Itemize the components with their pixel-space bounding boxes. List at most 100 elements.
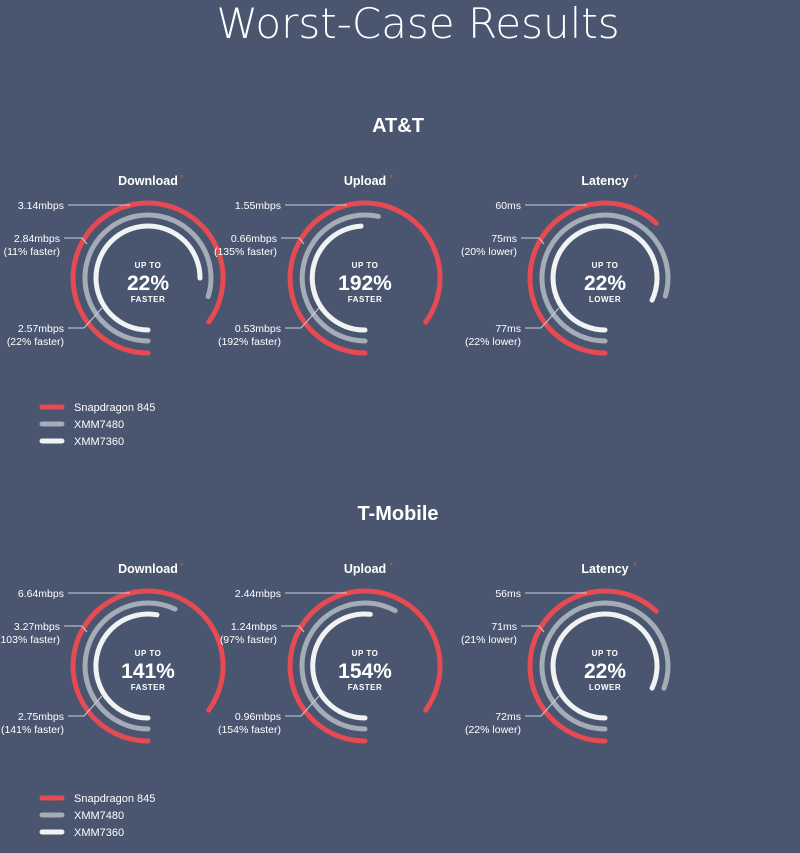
- arc-xmm7360: [550, 611, 660, 721]
- arc-snapdragon-845: [287, 588, 443, 744]
- legend-label-xmm7480: XMM7480: [74, 810, 124, 822]
- data-label-snapdragon-845: 2.44mbps: [235, 588, 281, 600]
- leader-line: [285, 307, 320, 329]
- data-sublabel-xmm7360: (154% faster): [218, 724, 281, 736]
- data-label-snapdragon-845: 3.14mbps: [18, 200, 64, 212]
- data-label-xmm7480: 0.66mbps: [231, 233, 277, 245]
- center-label-bottom: FASTER: [348, 683, 383, 692]
- chart-title: Upload: [344, 562, 386, 576]
- chart-title-asterisk: *: [633, 561, 637, 571]
- leader-line: [68, 695, 103, 717]
- data-sublabel-xmm7480: (103% faster): [0, 634, 60, 646]
- arc-xmm7480: [299, 600, 398, 732]
- data-sublabel-xmm7480: (21% lower): [461, 634, 517, 646]
- data-sublabel-xmm7360: (22% faster): [7, 336, 64, 348]
- leader-line: [68, 307, 103, 329]
- arc-snapdragon-845: [527, 200, 659, 356]
- data-label-xmm7360: 0.53mbps: [235, 323, 281, 335]
- leader-line: [281, 237, 305, 245]
- chart-title-asterisk: *: [180, 173, 184, 183]
- chart-title: Latency: [581, 174, 628, 188]
- data-label-xmm7360: 0.96mbps: [235, 711, 281, 723]
- data-sublabel-xmm7480: (135% faster): [214, 246, 277, 258]
- leader-line: [281, 625, 305, 633]
- chart-title-asterisk: *: [390, 561, 394, 571]
- arc-snapdragon-845: [527, 588, 659, 744]
- center-value: 154%: [338, 660, 392, 683]
- page-title: Worst-Case Results: [216, 0, 619, 48]
- chart-title-asterisk: *: [633, 173, 637, 183]
- data-label-xmm7480: 3.27mbps: [14, 621, 60, 633]
- center-label-top: UP TO: [352, 261, 379, 270]
- legend-label-snapdragon-845: Snapdragon 845: [74, 402, 155, 414]
- arc-xmm7480: [299, 212, 381, 344]
- center-label-bottom: FASTER: [131, 683, 166, 692]
- data-label-xmm7480: 1.24mbps: [231, 621, 277, 633]
- legend-label-snapdragon-845: Snapdragon 845: [74, 793, 155, 805]
- arc-xmm7360: [550, 223, 660, 333]
- data-sublabel-xmm7360: (22% lower): [465, 724, 521, 736]
- data-label-snapdragon-845: 56ms: [495, 588, 521, 600]
- center-label-top: UP TO: [135, 649, 162, 658]
- center-value: 22%: [584, 660, 626, 683]
- legend-label-xmm7360: XMM7360: [74, 827, 124, 839]
- data-label-xmm7360: 72ms: [495, 711, 521, 723]
- leader-line: [525, 695, 560, 717]
- data-sublabel-xmm7480: (20% lower): [461, 246, 517, 258]
- data-sublabel-xmm7360: (22% lower): [465, 336, 521, 348]
- arc-snapdragon-845: [70, 200, 226, 356]
- data-label-xmm7480: 75ms: [491, 233, 517, 245]
- legend-label-xmm7480: XMM7480: [74, 419, 124, 431]
- leader-line: [521, 237, 545, 245]
- arc-xmm7360: [93, 611, 160, 721]
- arc-snapdragon-845: [70, 588, 226, 744]
- data-label-snapdragon-845: 6.64mbps: [18, 588, 64, 600]
- center-label-bottom: FASTER: [131, 295, 166, 304]
- center-label-top: UP TO: [135, 261, 162, 270]
- arc-xmm7480: [82, 600, 178, 732]
- arc-xmm7360: [309, 223, 368, 333]
- arc-xmm7360: [310, 611, 373, 721]
- chart-title-asterisk: *: [390, 173, 394, 183]
- arc-xmm7480: [539, 600, 671, 732]
- chart-title: Download: [118, 562, 178, 576]
- center-value: 192%: [338, 272, 392, 295]
- center-label-top: UP TO: [592, 649, 619, 658]
- arc-xmm7480: [539, 212, 671, 344]
- center-label-top: UP TO: [592, 261, 619, 270]
- legend-label-xmm7360: XMM7360: [74, 436, 124, 448]
- leader-line: [64, 237, 88, 245]
- data-sublabel-xmm7360: (192% faster): [218, 336, 281, 348]
- center-label-top: UP TO: [352, 649, 379, 658]
- center-value: 141%: [121, 660, 175, 683]
- center-value: 22%: [127, 272, 169, 295]
- data-label-snapdragon-845: 1.55mbps: [235, 200, 281, 212]
- data-label-xmm7480: 71ms: [491, 621, 517, 633]
- arc-xmm7480: [82, 212, 214, 344]
- data-sublabel-xmm7480: (11% faster): [4, 246, 60, 258]
- arc-xmm7360: [93, 223, 203, 333]
- data-sublabel-xmm7360: (141% faster): [1, 724, 64, 736]
- center-value: 22%: [584, 272, 626, 295]
- chart-title: Download: [118, 174, 178, 188]
- carrier-heading-att: AT&T: [372, 115, 424, 137]
- arc-snapdragon-845: [287, 200, 443, 356]
- carrier-heading-tmobile: T-Mobile: [357, 503, 438, 525]
- data-label-snapdragon-845: 60ms: [495, 200, 521, 212]
- data-label-xmm7360: 2.57mbps: [18, 323, 64, 335]
- data-label-xmm7360: 77ms: [495, 323, 521, 335]
- chart-title: Upload: [344, 174, 386, 188]
- leader-line: [285, 695, 320, 717]
- chart-title: Latency: [581, 562, 628, 576]
- data-label-xmm7360: 2.75mbps: [18, 711, 64, 723]
- center-label-bottom: LOWER: [589, 295, 621, 304]
- leader-line: [525, 307, 560, 329]
- chart-title-asterisk: *: [180, 561, 184, 571]
- center-label-bottom: FASTER: [348, 295, 383, 304]
- leader-line: [64, 625, 88, 633]
- leader-line: [521, 625, 545, 633]
- center-label-bottom: LOWER: [589, 683, 621, 692]
- data-label-xmm7480: 2.84mbps: [14, 233, 60, 245]
